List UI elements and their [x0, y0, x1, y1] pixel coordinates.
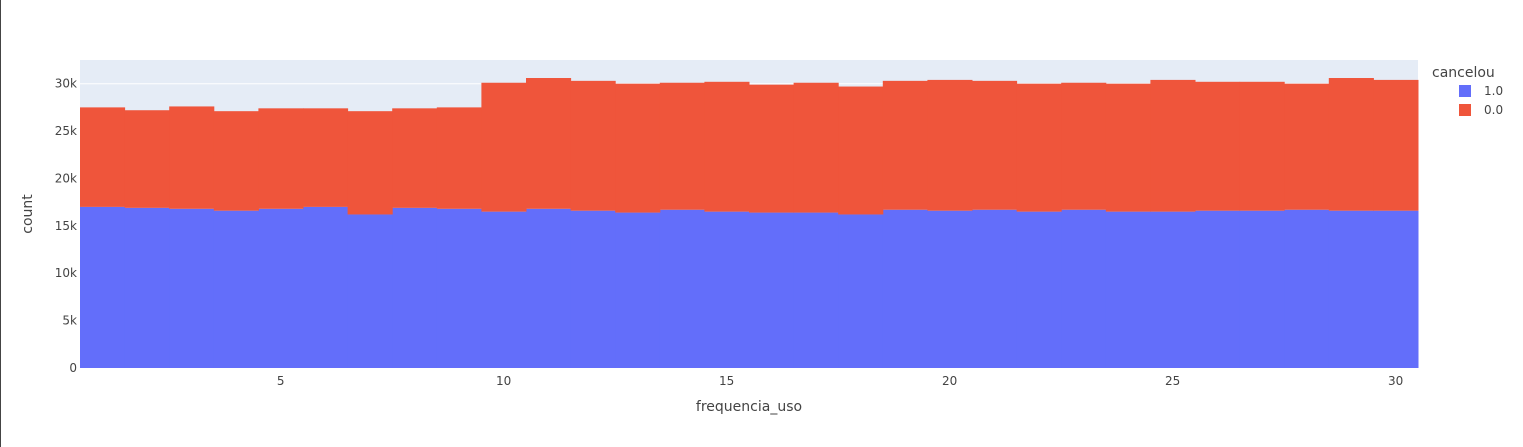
- y-axis-title: count: [20, 194, 36, 234]
- legend-title: cancelou: [1432, 65, 1495, 81]
- y-tick-label: 0: [69, 361, 77, 375]
- left-edge-border: [0, 0, 1, 447]
- bar[interactable]: [570, 80, 616, 211]
- bar[interactable]: [1328, 78, 1374, 211]
- bar[interactable]: [347, 214, 393, 368]
- x-axis-title: frequencia_uso: [696, 399, 802, 415]
- x-tick-label: 25: [1165, 374, 1180, 388]
- y-tick-label: 20k: [55, 171, 77, 185]
- bar[interactable]: [526, 208, 572, 368]
- series-1-0: [80, 206, 1419, 368]
- bar[interactable]: [481, 211, 527, 368]
- bar[interactable]: [570, 210, 616, 368]
- bar[interactable]: [258, 108, 304, 209]
- bar[interactable]: [80, 107, 126, 207]
- legend[interactable]: cancelou 1.0 0.0: [1432, 65, 1503, 117]
- bar[interactable]: [749, 212, 795, 368]
- bar[interactable]: [1195, 81, 1241, 211]
- x-tick-label: 5: [277, 374, 285, 388]
- legend-label: 0.0: [1484, 103, 1503, 117]
- bar[interactable]: [1239, 210, 1285, 368]
- x-tick-label: 20: [942, 374, 957, 388]
- bar[interactable]: [972, 209, 1018, 368]
- bar[interactable]: [1105, 211, 1151, 368]
- bar[interactable]: [927, 210, 973, 368]
- y-tick-label: 5k: [62, 314, 77, 328]
- bar[interactable]: [615, 83, 661, 213]
- bars: [80, 78, 1419, 368]
- legend-label: 1.0: [1484, 84, 1503, 98]
- bar[interactable]: [481, 82, 527, 212]
- bar[interactable]: [347, 111, 393, 215]
- bar[interactable]: [972, 80, 1018, 210]
- bar[interactable]: [436, 208, 482, 368]
- y-tick-label: 10k: [55, 266, 77, 280]
- x-tick-label: 30: [1388, 374, 1403, 388]
- bar[interactable]: [258, 208, 304, 368]
- bar[interactable]: [1061, 209, 1107, 368]
- bar[interactable]: [1328, 210, 1374, 368]
- y-tick-label: 30k: [55, 77, 77, 91]
- bar[interactable]: [303, 108, 349, 207]
- bar[interactable]: [659, 82, 705, 210]
- legend-swatch: [1459, 104, 1471, 116]
- bar[interactable]: [303, 206, 349, 368]
- legend-swatch: [1459, 85, 1471, 97]
- bar[interactable]: [392, 108, 438, 208]
- bar[interactable]: [1239, 81, 1285, 211]
- bar[interactable]: [436, 107, 482, 209]
- bar[interactable]: [1373, 210, 1419, 368]
- bar[interactable]: [169, 106, 215, 209]
- bar[interactable]: [838, 214, 884, 368]
- x-tick-label: 10: [496, 374, 511, 388]
- bar[interactable]: [882, 80, 928, 210]
- bar[interactable]: [1284, 209, 1330, 368]
- bar[interactable]: [1061, 82, 1107, 210]
- bar[interactable]: [793, 82, 839, 213]
- legend-item-1-0[interactable]: 1.0: [1459, 84, 1503, 98]
- bar[interactable]: [615, 212, 661, 368]
- bar[interactable]: [927, 79, 973, 211]
- x-tick-labels: 5 10 15 20 25 30: [277, 374, 1403, 388]
- bar[interactable]: [793, 212, 839, 368]
- bar[interactable]: [1195, 210, 1241, 368]
- bar[interactable]: [749, 84, 795, 213]
- bar[interactable]: [1373, 79, 1419, 211]
- bar[interactable]: [213, 210, 259, 368]
- bar[interactable]: [213, 111, 259, 211]
- y-tick-label: 25k: [55, 124, 77, 138]
- legend-item-0-0[interactable]: 0.0: [1459, 103, 1503, 117]
- bar[interactable]: [704, 81, 750, 212]
- bar[interactable]: [1105, 83, 1151, 212]
- bar[interactable]: [1150, 79, 1196, 212]
- y-tick-label: 15k: [55, 219, 77, 233]
- bar[interactable]: [80, 206, 126, 368]
- bar[interactable]: [704, 211, 750, 368]
- bar[interactable]: [124, 110, 170, 208]
- series-0-0: [80, 78, 1419, 215]
- bar[interactable]: [1284, 83, 1330, 210]
- bar[interactable]: [1016, 211, 1062, 368]
- bar[interactable]: [838, 86, 884, 215]
- bar[interactable]: [1016, 83, 1062, 212]
- bar[interactable]: [526, 78, 572, 209]
- bar[interactable]: [1150, 211, 1196, 368]
- bar[interactable]: [659, 209, 705, 368]
- bar[interactable]: [169, 208, 215, 368]
- x-tick-label: 15: [719, 374, 734, 388]
- bar[interactable]: [882, 209, 928, 368]
- bar[interactable]: [392, 207, 438, 368]
- bar[interactable]: [124, 207, 170, 368]
- y-tick-labels: 0 5k 10k 15k 20k 25k 30k: [55, 77, 77, 375]
